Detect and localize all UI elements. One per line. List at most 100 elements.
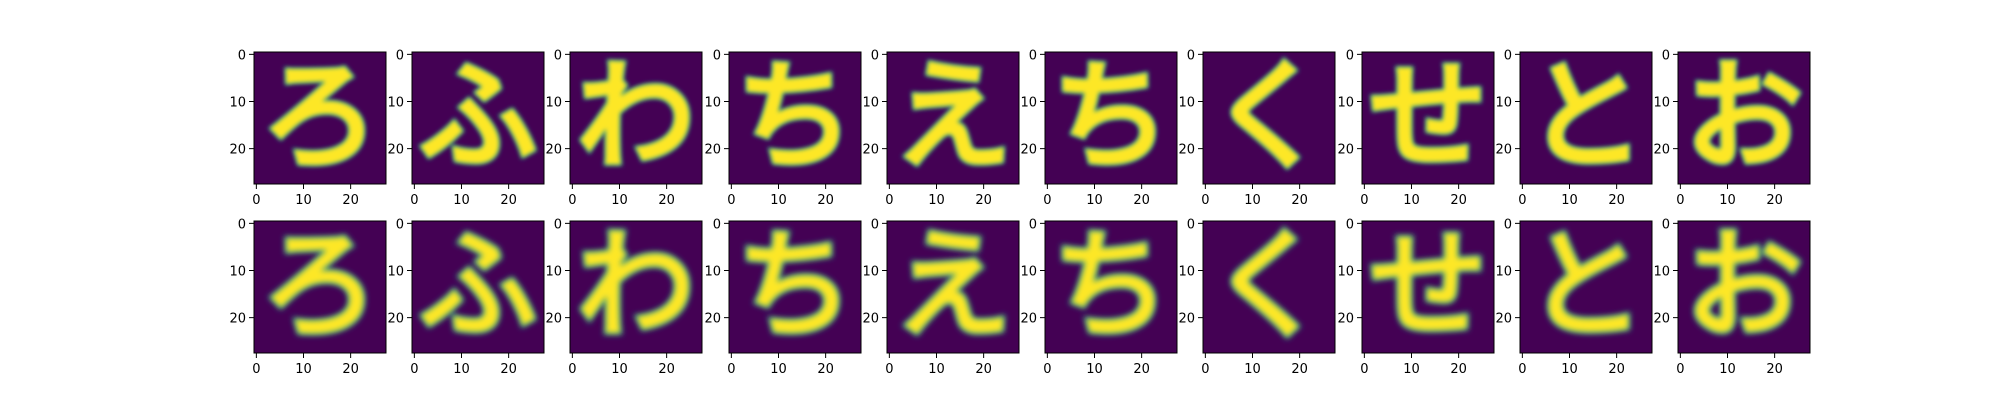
glyph-core: え: [894, 217, 1012, 355]
glyph-halo: せ: [1369, 48, 1487, 186]
axes-frame: [569, 51, 703, 185]
x-tick-label: 0: [1518, 362, 1526, 377]
glyph-core: く: [1210, 217, 1328, 355]
axes-frame: [569, 220, 703, 354]
axes-frame: [1361, 51, 1495, 185]
x-tick-label: 10: [611, 193, 628, 208]
x-tick-label: 20: [1133, 362, 1150, 377]
y-tick-label: 0: [1029, 217, 1037, 232]
image-background: [1520, 52, 1652, 184]
image-background: [1678, 52, 1810, 184]
x-tick-label: 0: [252, 362, 260, 377]
glyph-halo: わ: [577, 217, 695, 355]
glyph-halo: お: [1685, 48, 1803, 186]
y-tick-label: 20: [1653, 312, 1670, 327]
y-tick-label: 0: [554, 48, 562, 63]
glyph-core: せ: [1369, 217, 1487, 355]
y-tick-label: 10: [229, 265, 246, 280]
y-tick-label: 20: [1020, 312, 1037, 327]
y-tick-label: 0: [871, 48, 879, 63]
axes-frame: [411, 51, 545, 185]
x-tick-label: 10: [1403, 193, 1420, 208]
axes-frame: [253, 220, 387, 354]
x-tick-label: 20: [817, 193, 834, 208]
y-tick-label: 0: [1662, 48, 1670, 63]
image-background: [1045, 221, 1177, 353]
y-tick-label: 10: [1653, 265, 1670, 280]
y-tick-label: 0: [1662, 217, 1670, 232]
y-tick-label: 10: [229, 96, 246, 111]
y-tick-label: 20: [229, 143, 246, 158]
x-tick-label: 10: [928, 193, 945, 208]
image-background: [570, 52, 702, 184]
y-tick-label: 10: [1495, 265, 1512, 280]
y-tick-label: 10: [1178, 265, 1195, 280]
x-tick-label: 20: [975, 193, 992, 208]
x-tick-label: 10: [1403, 362, 1420, 377]
x-tick-label: 10: [1244, 362, 1261, 377]
x-tick-label: 20: [1133, 193, 1150, 208]
x-tick-label: 0: [1201, 362, 1209, 377]
glyph-core: ふ: [419, 48, 537, 186]
y-tick-label: 20: [1495, 312, 1512, 327]
x-tick-label: 10: [1561, 362, 1578, 377]
x-tick-label: 10: [1719, 362, 1736, 377]
y-tick-label: 10: [1495, 96, 1512, 111]
x-tick-label: 20: [1608, 362, 1625, 377]
glyph-core: せ: [1369, 48, 1487, 186]
y-tick-label: 0: [713, 217, 721, 232]
y-tick-label: 20: [545, 312, 562, 327]
axes-frame: [1677, 220, 1811, 354]
x-tick-label: 0: [727, 193, 735, 208]
glyph-halo: ち: [1052, 48, 1170, 186]
y-tick-label: 0: [396, 48, 404, 63]
y-tick-label: 0: [396, 217, 404, 232]
glyph-core: ち: [736, 217, 854, 355]
glyph-core: ち: [736, 48, 854, 186]
x-tick-label: 20: [1766, 193, 1783, 208]
image-background: [1520, 221, 1652, 353]
x-tick-label: 0: [1043, 362, 1051, 377]
x-tick-label: 20: [342, 193, 359, 208]
y-tick-label: 20: [545, 143, 562, 158]
x-tick-label: 0: [1201, 193, 1209, 208]
glyph-halo: ろ: [261, 217, 379, 355]
glyph-core: お: [1685, 217, 1803, 355]
y-tick-label: 0: [238, 48, 246, 63]
image-background: [1203, 52, 1335, 184]
y-tick-label: 20: [387, 143, 404, 158]
image-background: [887, 221, 1019, 353]
axes-frame: [1361, 220, 1495, 354]
x-tick-label: 10: [295, 193, 312, 208]
image-background: [254, 52, 386, 184]
glyph-core: と: [1527, 217, 1645, 355]
y-tick-label: 10: [1337, 265, 1354, 280]
glyph-core: ち: [1052, 217, 1170, 355]
y-tick-label: 20: [1178, 143, 1195, 158]
x-tick-label: 0: [885, 193, 893, 208]
y-tick-label: 0: [871, 217, 879, 232]
y-tick-label: 10: [387, 265, 404, 280]
x-tick-label: 20: [658, 193, 675, 208]
y-tick-label: 10: [1178, 96, 1195, 111]
image-background: [570, 221, 702, 353]
glyph-halo: く: [1210, 48, 1328, 186]
x-tick-label: 10: [611, 362, 628, 377]
glyph-core: ろ: [261, 217, 379, 355]
glyph-core: ふ: [419, 217, 537, 355]
image-background: [412, 221, 544, 353]
image-background: [1678, 221, 1810, 353]
glyph-halo: お: [1685, 217, 1803, 355]
image-background: [412, 52, 544, 184]
axes-frame: [1202, 51, 1336, 185]
